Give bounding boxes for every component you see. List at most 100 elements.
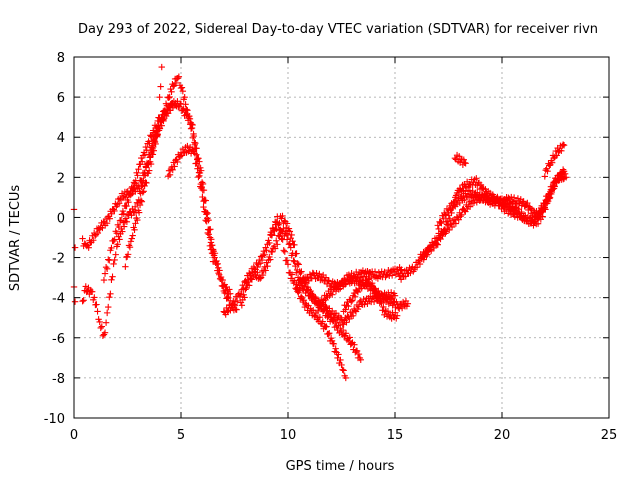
data-point [285,225,293,232]
data-point [100,276,108,284]
x-axis-label: GPS time / hours [286,459,395,474]
data-point [200,197,207,205]
data-point [85,244,92,251]
data-point [351,273,358,280]
data-point [441,226,449,233]
data-point [280,247,287,254]
data-point [259,271,267,279]
data-point [563,174,570,181]
data-point [286,228,294,235]
data-point [346,274,353,281]
data-point [152,124,160,132]
data-point [131,226,138,234]
data-point [105,303,112,311]
data-point [123,202,130,210]
series-arc-5 [100,98,240,314]
y-tick-label: -6 [52,332,65,347]
data-point [245,282,253,289]
data-point [297,269,304,277]
data-point [483,193,490,201]
data-point [435,225,442,233]
data-point [135,209,143,216]
y-tick-label: -2 [52,252,65,267]
data-point [325,330,332,338]
data-point [139,189,146,196]
data-point [187,125,195,132]
data-point [388,272,396,279]
data-point [204,229,211,237]
data-point [106,294,113,301]
data-point [379,307,386,314]
data-point [196,169,204,177]
series-arc-1 [70,206,79,251]
data-point [274,241,281,248]
data-point [430,244,438,252]
data-point [127,238,135,245]
data-point [71,298,79,305]
data-point [122,263,129,270]
data-point [293,250,300,257]
data-point [91,232,99,240]
data-point [146,167,153,174]
data-point [214,267,221,274]
data-point [279,228,286,235]
data-point [205,231,213,238]
x-tick-label: 10 [280,428,297,443]
data-point [206,234,214,241]
data-point [160,116,167,123]
data-point [461,196,468,204]
data-point [237,290,245,298]
data-point [179,87,187,95]
data-point [184,142,191,150]
data-point [548,187,556,194]
data-point [332,309,340,317]
data-point [299,282,306,289]
data-point [103,309,111,317]
data-point [520,198,527,205]
data-point [437,235,444,243]
data-point [128,212,135,219]
data-point [283,220,291,227]
data-point [88,288,96,295]
data-point [101,329,109,336]
data-point [106,257,113,264]
data-point [477,181,485,188]
series-arc-4 [79,99,176,340]
data-point [357,356,364,364]
data-point [443,221,451,228]
data-point [94,308,101,315]
data-point [368,279,376,287]
data-point [319,318,326,325]
data-point [226,286,233,293]
data-point [157,83,164,90]
data-point [396,305,403,312]
series-arc-2 [70,283,79,305]
data-point [267,256,274,263]
data-point [345,303,352,310]
x-tick-label: 15 [387,428,404,443]
data-point [434,222,441,229]
data-point [354,288,362,296]
data-point [131,203,139,210]
data-point [131,180,139,187]
data-point [181,94,188,101]
data-point [114,241,121,248]
data-point [256,260,264,267]
data-point [515,208,522,216]
data-point [279,212,286,220]
data-point [169,166,176,174]
data-point [134,216,141,224]
y-tick-label: 2 [57,171,65,186]
data-point [102,264,110,271]
data-point [400,301,408,309]
data-point [281,217,288,224]
data-point [103,265,111,272]
data-point [300,296,308,304]
data-point [207,246,215,253]
data-point [256,275,264,282]
data-point [108,244,115,252]
data-point [466,180,474,188]
data-point [79,235,86,242]
data-point [260,248,268,255]
data-point [317,303,325,310]
